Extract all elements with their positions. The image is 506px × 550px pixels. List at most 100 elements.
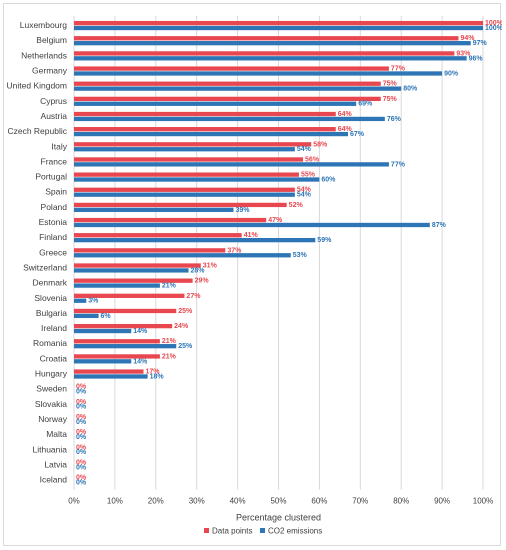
- bar-co2-emissions: [74, 268, 189, 273]
- category-label: Poland: [41, 202, 68, 212]
- category-label: Austria: [41, 111, 68, 121]
- data-label: 39%: [236, 207, 251, 214]
- data-label: 21%: [162, 283, 177, 290]
- data-label: 3%: [88, 298, 99, 305]
- legend-label: Data points: [212, 527, 252, 536]
- data-label: 76%: [387, 116, 402, 123]
- bar-data-points: [74, 20, 483, 26]
- bar-data-points: [74, 111, 336, 117]
- bar-co2-emissions: [74, 283, 160, 288]
- data-label: 14%: [133, 328, 148, 335]
- data-label: 0%: [76, 414, 87, 421]
- bar-co2-emissions: [74, 116, 385, 122]
- data-label: 0%: [76, 419, 87, 426]
- x-tick-label: 20%: [148, 497, 164, 506]
- category-label: Netherlands: [21, 50, 67, 60]
- bar-data-points: [74, 354, 160, 359]
- bars: [74, 20, 483, 379]
- data-label: 37%: [227, 247, 242, 254]
- bar-data-points: [74, 51, 455, 56]
- category-label: Latvia: [44, 459, 67, 469]
- data-label: 24%: [174, 323, 189, 330]
- bar-data-points: [74, 293, 185, 298]
- bar-data-points: [74, 157, 304, 162]
- category-label: Belgium: [36, 35, 67, 45]
- data-label: 25%: [178, 308, 193, 315]
- x-tick-label: 100%: [473, 497, 493, 506]
- bar-co2-emissions: [74, 177, 320, 182]
- legend-swatch: [260, 528, 265, 533]
- data-label: 53%: [293, 252, 308, 259]
- data-label: 6%: [101, 313, 112, 320]
- category-label: Lithuania: [32, 444, 67, 454]
- bar-co2-emissions: [74, 253, 291, 258]
- category-label: Germany: [32, 66, 68, 76]
- data-label: 41%: [244, 232, 259, 239]
- category-label: Estonia: [39, 217, 68, 227]
- data-label: 28%: [191, 267, 206, 274]
- bar-data-points: [74, 127, 336, 132]
- data-label: 21%: [162, 353, 177, 360]
- x-tick-label: 0%: [68, 497, 80, 506]
- bar-co2-emissions: [74, 41, 471, 46]
- category-labels: Luxembourg Belgium Netherlands Germany Unite…: [7, 20, 68, 485]
- data-label: 52%: [289, 202, 304, 209]
- category-label: Sweden: [36, 384, 67, 394]
- bar-co2-emissions: [74, 298, 87, 303]
- legend: Data points CO2 emissions: [204, 527, 322, 536]
- bar-data-points: [74, 248, 226, 253]
- category-label: Italy: [51, 141, 67, 151]
- x-tick-label: 80%: [393, 497, 409, 506]
- bar-data-points: [74, 66, 389, 71]
- category-label: Denmark: [33, 278, 68, 288]
- data-label: 25%: [178, 343, 193, 350]
- data-label: 75%: [383, 96, 398, 103]
- data-label: 0%: [76, 444, 87, 451]
- category-label: United Kingdom: [7, 81, 67, 91]
- category-label: Finland: [39, 232, 67, 242]
- x-tick-label: 50%: [270, 497, 286, 506]
- data-label: 77%: [391, 66, 406, 73]
- category-label: Portugal: [35, 172, 67, 182]
- legend-swatch: [204, 528, 209, 533]
- data-label: 75%: [383, 81, 398, 88]
- data-label: 21%: [162, 338, 177, 345]
- bar-co2-emissions: [74, 162, 389, 167]
- category-label: Cyprus: [40, 96, 67, 106]
- bar-chart: Luxembourg Belgium Netherlands Germany Unite…: [7, 16, 502, 536]
- bar-data-points: [74, 339, 160, 344]
- category-label: Hungary: [35, 369, 68, 379]
- bar-co2-emissions: [74, 56, 467, 61]
- bar-data-points: [74, 187, 295, 192]
- bar-data-points: [74, 202, 287, 208]
- data-label: 0%: [76, 384, 87, 391]
- bar-data-points: [74, 369, 144, 374]
- data-label: 54%: [297, 146, 312, 153]
- bar-co2-emissions: [74, 222, 430, 228]
- bar-co2-emissions: [74, 71, 443, 76]
- data-label: 27%: [186, 293, 201, 300]
- data-label: 18%: [150, 373, 165, 380]
- bar-data-points: [74, 172, 299, 177]
- data-label: 29%: [195, 278, 210, 285]
- gridlines: [73, 16, 484, 490]
- data-label: 0%: [76, 449, 87, 456]
- legend-label: CO2 emissions: [268, 527, 322, 536]
- bar-co2-emissions: [74, 313, 99, 319]
- x-tick-label: 10%: [107, 497, 123, 506]
- x-tick-label: 90%: [434, 497, 450, 506]
- category-label: Ireland: [41, 323, 67, 333]
- category-label: Iceland: [40, 475, 68, 485]
- data-label: 0%: [76, 429, 87, 436]
- data-label: 54%: [297, 187, 312, 194]
- category-label: Croatia: [40, 353, 68, 363]
- category-label: Spain: [45, 187, 67, 197]
- bar-co2-emissions: [74, 147, 295, 152]
- data-label: 54%: [297, 192, 312, 199]
- data-label: 31%: [203, 262, 218, 269]
- data-label: 60%: [321, 176, 336, 183]
- x-tick-labels: 0% 10% 20% 30% 40% 50% 60% 70% 80% 90% 100%: [68, 497, 493, 506]
- data-label: 14%: [133, 358, 148, 365]
- data-label: 0%: [76, 389, 87, 396]
- bar-co2-emissions: [74, 328, 132, 334]
